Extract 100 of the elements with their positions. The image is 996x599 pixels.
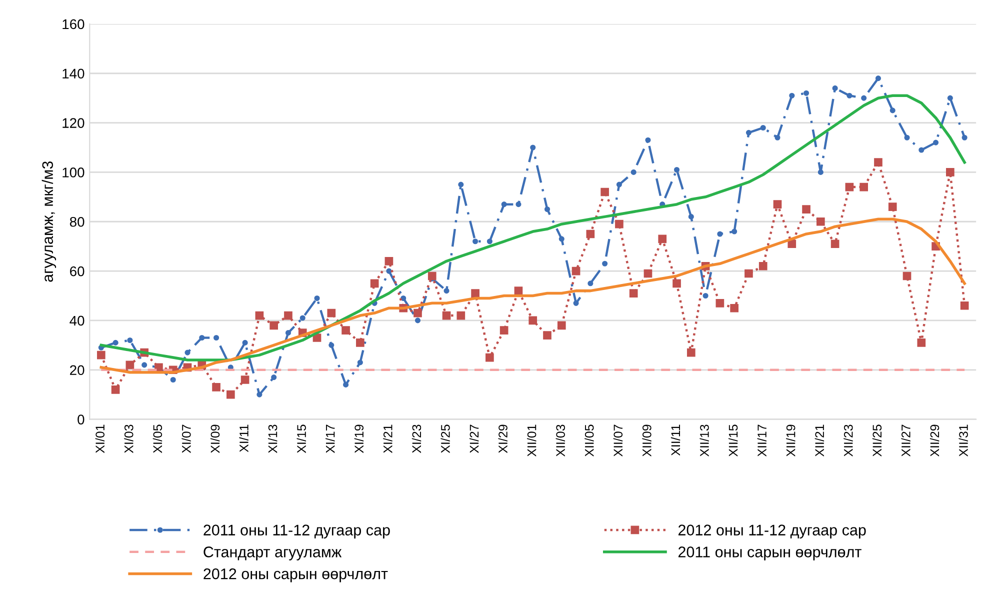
x-tick-label: XII/07: [613, 424, 623, 457]
x-tick-label: XII/29: [930, 424, 940, 457]
point: [616, 182, 622, 188]
point: [501, 202, 507, 208]
x-tick-label: XI/03: [124, 424, 134, 454]
x-tick-label: XI/25: [440, 424, 450, 454]
point: [904, 134, 910, 140]
point: [271, 374, 277, 380]
point: [746, 130, 752, 136]
x-tick-label: XII/17: [757, 424, 766, 457]
point: [789, 92, 795, 98]
point: [184, 350, 190, 356]
x-tick-label: XI/01: [95, 424, 105, 454]
y-tick-label: 20: [70, 365, 84, 376]
point: [328, 342, 334, 348]
y-tick-label: 40: [70, 316, 84, 326]
point: [199, 334, 205, 341]
y-axis-title: агууламж, мкг/м3: [42, 161, 56, 282]
x-tick-label: XII/09: [642, 424, 652, 457]
point: [717, 231, 723, 237]
x-tick-label: XII/23: [844, 424, 853, 457]
point: [933, 140, 939, 146]
point: [688, 214, 694, 220]
point: [774, 134, 780, 140]
x-tick-label: XI/07: [182, 424, 191, 454]
point: [386, 268, 392, 274]
y-tick-label: 60: [70, 266, 84, 276]
point: [112, 340, 118, 346]
point: [962, 134, 968, 140]
x-tick-label: XI/11: [239, 424, 248, 452]
point: [256, 392, 262, 398]
point: [630, 169, 636, 175]
x-tick-label: XI/21: [383, 424, 392, 454]
x-tick-label: XI/15: [296, 424, 306, 454]
x-tick-label: XII/15: [728, 424, 738, 457]
legend-label: Стандарт агууламж: [204, 546, 342, 560]
point: [414, 318, 421, 324]
x-tick-label: XII/27: [901, 424, 910, 457]
y-tick-label: 160: [62, 19, 84, 30]
x-tick-label: XII/11: [670, 424, 680, 456]
line-series: [100, 218, 966, 374]
point: [832, 85, 838, 91]
y-tick-label: 0: [78, 414, 84, 424]
legend-label: 2011 оны сарын өөрчлөлт: [678, 546, 862, 560]
point: [357, 360, 363, 366]
legend-label: 2012 оны 11-12 дугаар сар: [678, 524, 866, 538]
point: [170, 376, 176, 383]
legend-label: 2011 оны 11-12 дугаар сар: [204, 524, 390, 538]
point: [444, 288, 450, 294]
point: [285, 330, 292, 336]
point: [127, 337, 133, 344]
y-tick-label: 120: [62, 118, 84, 128]
point: [472, 238, 478, 244]
point: [400, 295, 406, 302]
x-tick-label: XI/29: [498, 424, 508, 454]
x-tick-label: XII/19: [786, 424, 796, 457]
point: [803, 90, 810, 96]
x-tick-label: XI/05: [152, 424, 162, 454]
x-tick-label: XII/13: [700, 424, 709, 457]
point: [142, 362, 148, 368]
point: [516, 202, 522, 208]
point: [918, 147, 924, 153]
x-tick-label: XII/21: [814, 424, 824, 457]
point: [846, 92, 852, 98]
y-tick-label: 80: [70, 216, 84, 227]
point: [300, 315, 306, 321]
point: [544, 206, 550, 212]
point: [242, 340, 248, 346]
point: [732, 228, 738, 234]
point: [890, 108, 896, 114]
point: [947, 95, 953, 101]
x-tick-label: XI/27: [469, 424, 479, 454]
x-tick-label: XI/17: [326, 424, 335, 454]
point: [645, 137, 651, 143]
point: [588, 280, 594, 286]
point: [458, 182, 464, 188]
point: [314, 295, 320, 302]
point: [861, 95, 867, 101]
x-tick-label: XII/03: [556, 424, 565, 457]
point: [875, 76, 882, 82]
point: [602, 260, 608, 266]
x-tick-label: XII/01: [527, 424, 536, 457]
point: [674, 166, 680, 173]
point: [343, 382, 349, 388]
point: [558, 236, 564, 242]
point: [486, 238, 492, 244]
point: [702, 292, 708, 299]
y-tick-label: 140: [62, 68, 84, 79]
x-tick-label: XII/25: [872, 424, 882, 457]
x-tick-label: XI/13: [268, 424, 278, 454]
x-tick-label: XI/19: [354, 424, 364, 454]
x-tick-label: XII/05: [584, 424, 594, 457]
point: [530, 144, 536, 150]
x-tick-label: XI/23: [412, 424, 422, 454]
point: [818, 169, 824, 175]
y-tick-label: 100: [62, 168, 84, 178]
point: [213, 334, 220, 341]
x-tick-label: XII/31: [958, 424, 968, 457]
legend-label: 2012 оны сарын өөрчлөлт: [204, 568, 388, 582]
x-tick-label: XI/09: [210, 424, 220, 454]
